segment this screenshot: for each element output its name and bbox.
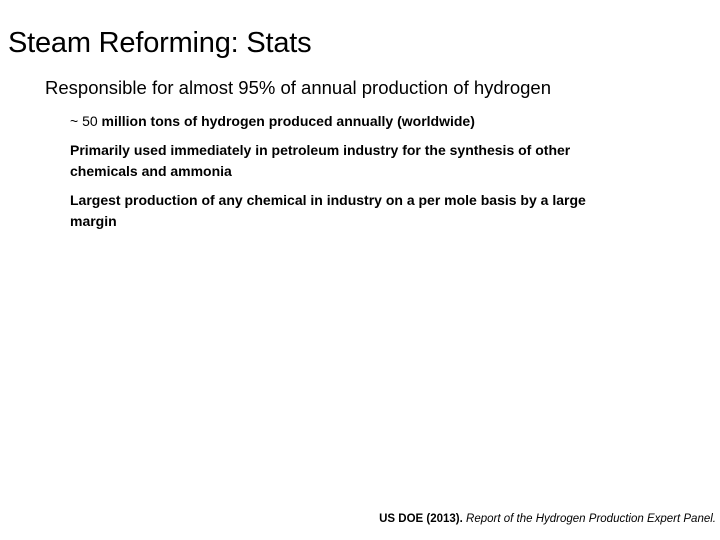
citation: US DOE (2013). Report of the Hydrogen Pr…: [379, 513, 716, 525]
sub-bullet-petroleum-line1: Primarily used immediately in petroleum …: [70, 142, 571, 158]
sub-bullet-tons: ~ 50 million tons of hydrogen produced a…: [70, 111, 670, 132]
bullet-level1: Responsible for almost 95% of annual pro…: [45, 77, 551, 98]
bullet-group-level2: ~ 50 million tons of hydrogen produced a…: [70, 111, 670, 240]
citation-source: US DOE (2013).: [379, 513, 463, 525]
sub-bullet-largest-production-line1: Largest production of any chemical in in…: [70, 192, 586, 208]
sub-bullet-tons-text: million tons of hydrogen produced annual…: [101, 113, 475, 129]
slide-title: Steam Reforming: Stats: [8, 27, 312, 60]
sub-bullet-petroleum: Primarily used immediately in petroleum …: [70, 140, 670, 182]
citation-report-title: Report of the Hydrogen Production Expert…: [462, 513, 716, 525]
sub-bullet-largest-production: Largest production of any chemical in in…: [70, 190, 670, 232]
sub-bullet-petroleum-line2: chemicals and ammonia: [70, 163, 232, 179]
sub-bullet-largest-production-line2: margin: [70, 213, 117, 229]
sub-bullet-tons-prefix: ~ 50: [70, 113, 102, 129]
